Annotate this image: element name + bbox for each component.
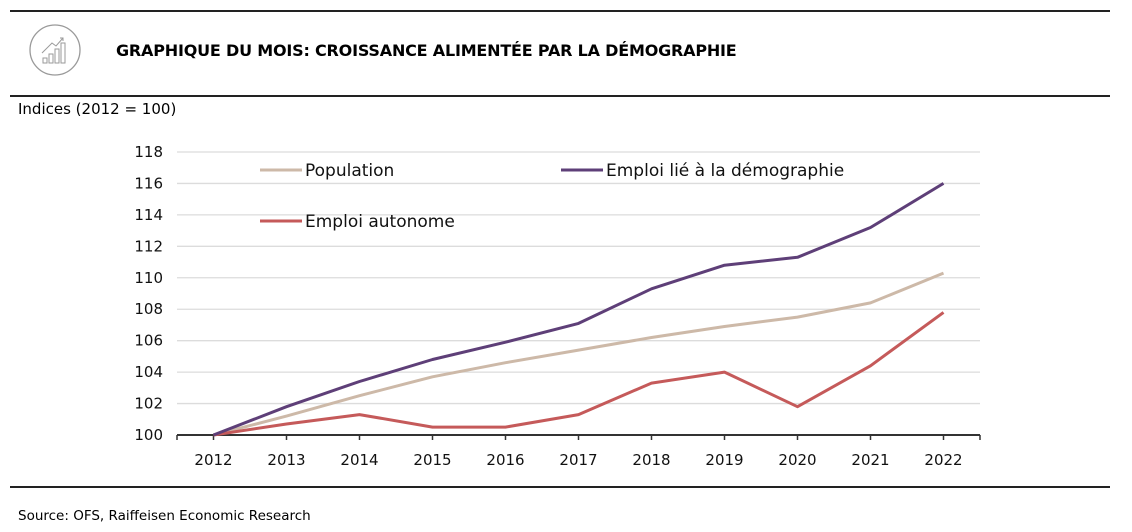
y-tick-label: 106 [134,332,163,350]
series-line-emploi-li-la-d-mographie [212,182,945,437]
top-rule [10,10,1110,12]
gridlines [177,151,980,405]
footer-rule [10,486,1110,488]
y-tick-label: 110 [134,269,163,287]
y-axis-ticks: 100 102 104 106 108 110 112 114 116 118 [134,143,163,444]
chart-title: GRAPHIQUE DU MOIS: CROISSANCE ALIMENTÉE … [116,41,737,60]
rising-bar-chart-icon [29,24,81,76]
x-axis: 2012 2013 2014 2015 2016 2017 2018 2019 2020 2021… [176,434,981,469]
y-tick-label: 102 [134,395,163,413]
y-tick-label: 114 [134,206,163,224]
x-tick-label: 2021 [851,451,889,469]
series-lines [212,182,945,437]
x-tick-label: 2017 [559,451,597,469]
x-tick-label: 2014 [340,451,378,469]
y-tick-label: 104 [134,363,163,381]
y-tick-label: 116 [134,174,163,192]
legend-item: Emploi lié à la démographie [561,161,844,181]
legend-label: Emploi autonome [305,212,455,232]
x-tick-label: 2016 [486,451,524,469]
x-tick-label: 2015 [413,451,451,469]
x-tick-label: 2019 [705,451,743,469]
legend-item: Emploi autonome [260,212,455,232]
legend-label: Emploi lié à la démographie [606,161,844,181]
unit-note: Indices (2012 = 100) [18,100,177,118]
y-tick-label: 100 [134,426,163,444]
x-tick-label: 2022 [924,451,962,469]
y-tick-label: 118 [134,143,163,161]
y-tick-label: 112 [134,237,163,255]
source-note: Source: OFS, Raiffeisen Economic Researc… [18,508,311,524]
x-tick-label: 2020 [778,451,816,469]
series-line-emploi-autonome [213,311,945,437]
legend-item: Population [260,161,394,181]
header-rule [10,95,1110,97]
series-line-population [213,271,945,437]
y-tick-label: 108 [134,300,163,318]
x-tick-label: 2012 [194,451,232,469]
legend: Population Emploi lié à la démographie Emp… [260,161,844,232]
x-tick-label: 2018 [632,451,670,469]
legend-label: Population [305,161,394,181]
x-tick-label: 2013 [267,451,305,469]
